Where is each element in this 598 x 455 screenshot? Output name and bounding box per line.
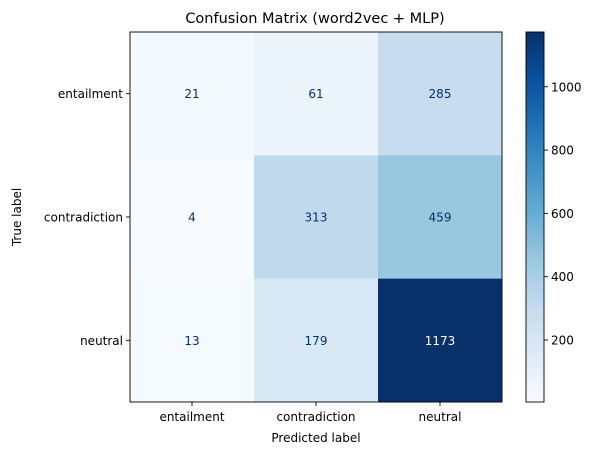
colorbar-tick-label: 600 <box>551 207 574 221</box>
x-tick-label: neutral <box>419 410 462 424</box>
cell-value-label: 285 <box>429 87 452 101</box>
cell-value-label: 4 <box>188 211 196 225</box>
x-tick-label: contradiction <box>276 410 355 424</box>
x-axis: entailment contradiction neutral <box>159 402 461 424</box>
heatmap-cell <box>254 32 379 156</box>
y-tick-label: contradiction <box>44 211 123 225</box>
heatmap-cell <box>378 155 503 279</box>
colorbar <box>525 31 545 403</box>
heatmap-cell <box>378 32 503 156</box>
heatmap-cell <box>130 155 255 279</box>
y-axis-label: True label <box>10 188 24 247</box>
colorbar-tick-label: 200 <box>551 333 574 347</box>
heatmap-cells <box>130 32 503 403</box>
y-tick-label: entailment <box>58 87 123 101</box>
colorbar-tick-label: 400 <box>551 270 574 284</box>
heatmap-cell <box>254 155 379 279</box>
y-axis: entailment contradiction neutral <box>44 87 130 348</box>
cell-value-label: 61 <box>308 87 323 101</box>
colorbar-axis: 200 400 600 800 1000 <box>544 80 582 347</box>
colorbar-tick-label: 1000 <box>551 80 582 94</box>
heatmap-cell <box>130 32 255 156</box>
colorbar-tick-label: 800 <box>551 144 574 158</box>
cell-value-label: 21 <box>184 87 199 101</box>
cell-value-label: 13 <box>184 334 199 348</box>
heatmap-cell <box>378 278 503 403</box>
chart-title: Confusion Matrix (word2vec + MLP) <box>185 11 444 27</box>
x-tick-label: entailment <box>159 410 224 424</box>
x-axis-label: Predicted label <box>271 431 360 445</box>
y-tick-label: neutral <box>80 334 123 348</box>
heatmap-cell <box>130 278 255 403</box>
cell-value-label: 313 <box>305 211 328 225</box>
cell-value-label: 179 <box>305 334 328 348</box>
cell-value-label: 459 <box>429 211 452 225</box>
cell-value-label: 1173 <box>425 334 456 348</box>
heatmap-cell-labels: 21 61 285 4 313 459 13 179 1173 <box>184 87 455 348</box>
heatmap-cell <box>254 278 379 403</box>
